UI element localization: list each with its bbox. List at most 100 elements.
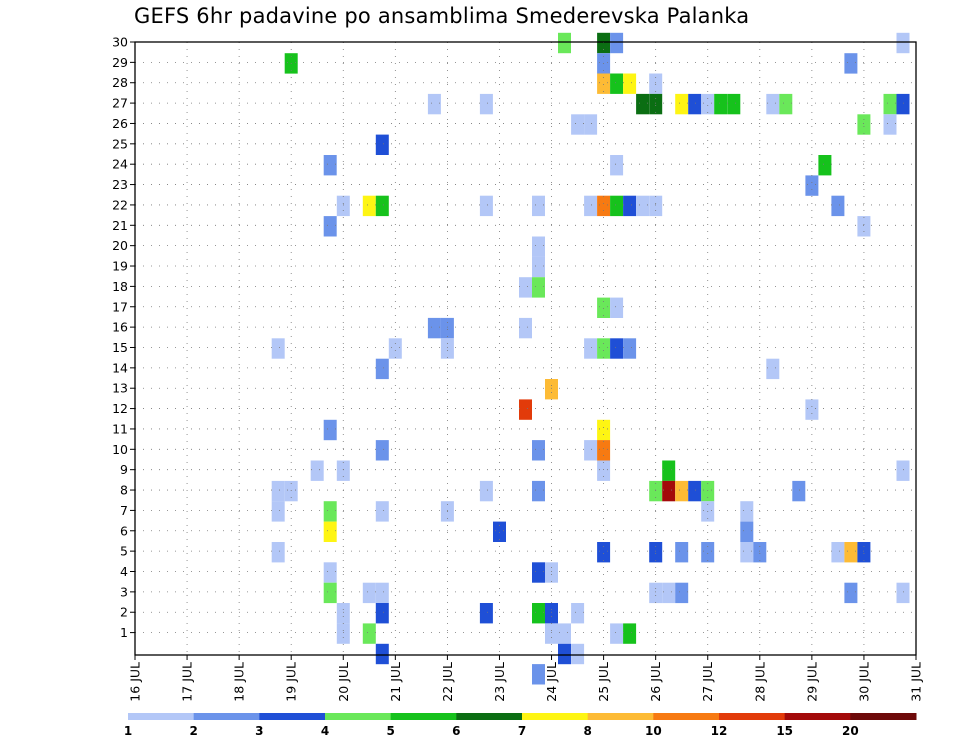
y-tick-label: 10 — [112, 442, 128, 457]
heatmap-cell — [323, 562, 337, 583]
heatmap-cell — [532, 195, 545, 217]
heatmap-cell — [545, 379, 558, 400]
heatmap-cell — [375, 603, 389, 624]
y-tick-label: 14 — [112, 360, 128, 375]
heatmap-cell — [831, 195, 845, 217]
heatmap-cell — [714, 93, 728, 115]
heatmap-cell — [649, 582, 663, 604]
heatmap-cell — [440, 317, 454, 339]
heatmap-cell — [662, 460, 676, 481]
heatmap-cell — [688, 93, 702, 115]
y-tick-label: 20 — [112, 238, 128, 253]
heatmap-cell — [740, 501, 754, 522]
heatmap-cell — [610, 623, 624, 644]
y-tick-label: 5 — [120, 544, 128, 559]
heatmap-cell — [883, 114, 897, 135]
colorbar-label: 1 — [124, 724, 132, 738]
heatmap-cell — [323, 582, 337, 604]
heatmap-cell — [532, 603, 545, 624]
y-tick-label: 30 — [112, 35, 128, 50]
heatmap-cell — [336, 623, 350, 644]
x-tick-label: 28 JUL — [752, 662, 767, 702]
heatmap-cell — [805, 399, 819, 420]
y-tick-label: 7 — [120, 503, 128, 518]
x-axis: 16 JUL 17 JUL 18 JUL 19 JUL 20 JUL 21 JUL 22 J… — [128, 655, 924, 702]
heatmap-cell — [636, 195, 650, 217]
y-tick-label: 25 — [112, 136, 128, 151]
colorbar-label: 2 — [189, 724, 197, 738]
heatmap-cell — [545, 623, 558, 644]
heatmap-cell — [753, 542, 767, 563]
heatmap-cell — [310, 460, 324, 481]
heatmap-cell — [519, 277, 532, 298]
colorbar: 1 2 3 4 5 6 7 8 10 12 15 20 — [124, 713, 917, 738]
y-axis: 1234567891011121314151617181920212223242… — [112, 35, 135, 640]
colorbar-swatch — [653, 713, 720, 720]
cells-layer — [271, 32, 910, 685]
plot-frame — [134, 41, 917, 656]
heatmap-cell — [610, 195, 624, 217]
colorbar-swatch — [193, 713, 260, 720]
heatmap-cell — [792, 480, 806, 502]
heatmap-cell — [896, 460, 910, 481]
colorbar-swatch — [784, 713, 851, 720]
colorbar-swatch — [719, 713, 786, 720]
colorbar-swatch — [587, 713, 654, 720]
heatmap-cell — [623, 338, 637, 359]
y-tick-label: 2 — [120, 605, 128, 620]
y-tick-label: 4 — [120, 564, 128, 579]
colorbar-swatch — [456, 713, 523, 720]
heatmap-cell — [636, 93, 650, 115]
x-tick-label: 22 JUL — [440, 662, 455, 702]
y-tick-label: 21 — [112, 218, 128, 233]
heatmap-cell — [532, 664, 545, 685]
heatmap-cell — [896, 32, 910, 54]
heatmap-cell — [740, 521, 754, 542]
heatmap-cell — [623, 73, 637, 94]
heatmap-cell — [597, 542, 611, 563]
y-tick-label: 18 — [112, 279, 128, 294]
heatmap-cell — [545, 603, 558, 624]
y-tick-label: 17 — [112, 299, 128, 314]
heatmap-cell — [323, 419, 337, 441]
colorbar-swatch — [259, 713, 326, 720]
heatmap-cell — [479, 480, 493, 502]
colorbar-label: 5 — [386, 724, 394, 738]
heatmap-cell — [766, 358, 780, 380]
heatmap-cell — [844, 53, 858, 74]
y-tick-label: 16 — [112, 320, 128, 335]
heatmap-cell — [610, 32, 624, 54]
heatmap-cell — [375, 643, 389, 665]
heatmap-cell — [701, 542, 715, 563]
heatmap-cell — [766, 93, 780, 115]
heatmap-cell — [375, 134, 389, 155]
y-tick-label: 3 — [120, 584, 128, 599]
heatmap-cell — [857, 216, 871, 237]
heatmap-cell — [649, 480, 663, 502]
heatmap-cell — [532, 480, 545, 502]
heatmap-cell — [427, 317, 441, 339]
heatmap-cell — [740, 542, 754, 563]
heatmap-cell — [610, 73, 624, 94]
heatmap-cell — [584, 440, 598, 461]
heatmap-cell — [623, 623, 637, 644]
heatmap-cell — [271, 501, 285, 522]
y-tick-label: 12 — [112, 401, 128, 416]
heatmap-cell — [375, 501, 389, 522]
heatmap-cell — [427, 93, 441, 115]
colorbar-swatch — [390, 713, 457, 720]
heatmap-cell — [571, 643, 585, 665]
heatmap-cell — [493, 521, 506, 542]
x-tick-label: 27 JUL — [700, 662, 715, 702]
y-tick-label: 28 — [112, 75, 128, 90]
heatmap-cell — [271, 480, 285, 502]
heatmap-cell — [323, 155, 337, 176]
x-tick-label: 23 JUL — [492, 662, 507, 702]
heatmap-cell — [597, 440, 611, 461]
heatmap-cell — [896, 582, 910, 604]
heatmap-cell — [649, 73, 663, 94]
heatmap-cell — [323, 216, 337, 237]
x-tick-label: 17 JUL — [180, 662, 195, 702]
y-tick-label: 13 — [112, 381, 128, 396]
